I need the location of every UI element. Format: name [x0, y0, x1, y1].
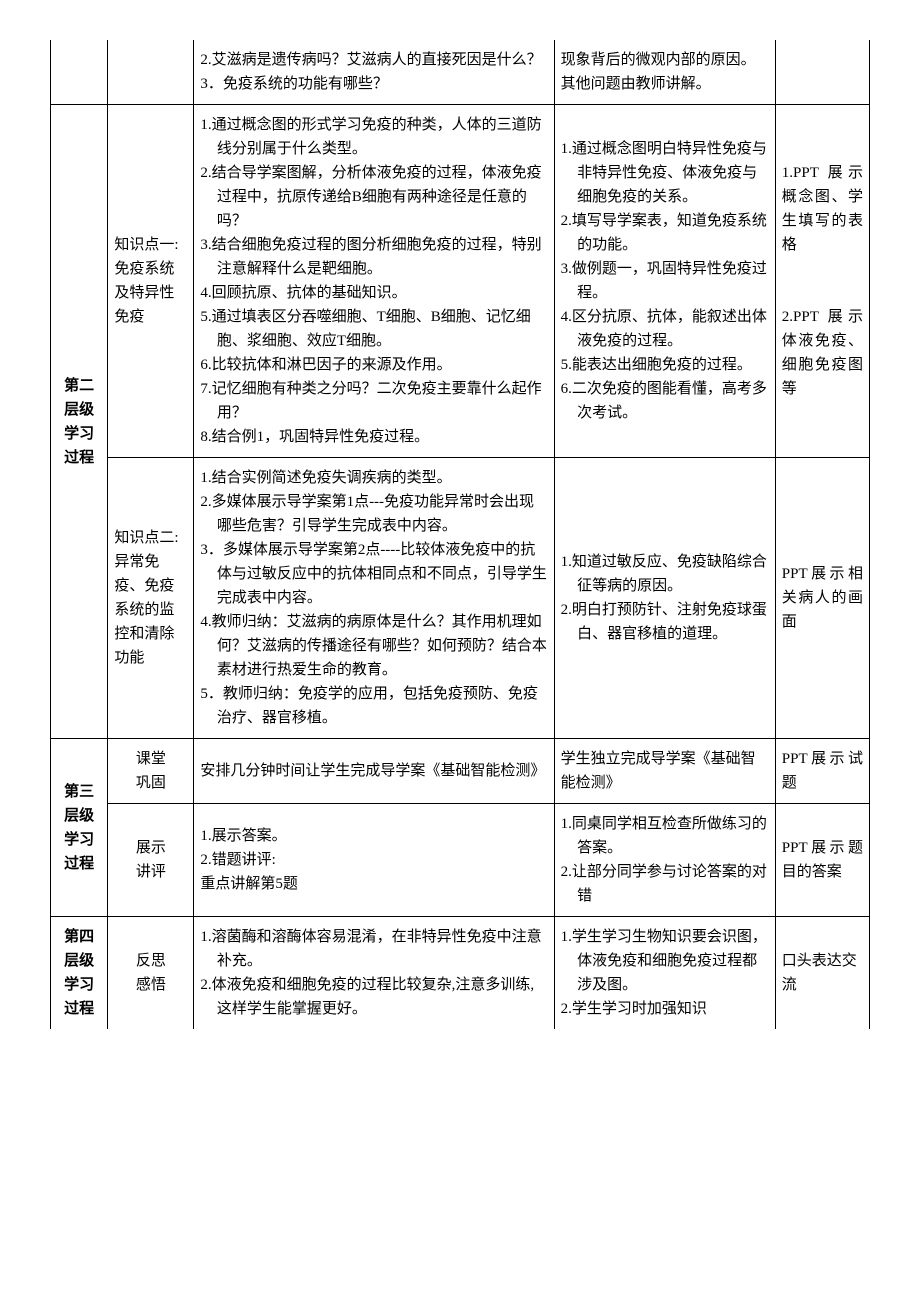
list-item: 1.同桌同学相互检查所做练习的答案。	[561, 812, 769, 860]
cell-empty	[108, 40, 194, 105]
list-item: 1.通过概念图明白特异性免疫与非特异性免疫、体液免疫与细胞免疫的关系。	[561, 137, 769, 209]
list-item: 1.学生学习生物知识要会识图，体液免疫和细胞免疫过程都涉及图。	[561, 925, 769, 997]
table-row: 展示 讲评 1.展示答案。 2.错题讲评: 重点讲解第5题 1.同桌同学相互检查…	[51, 804, 870, 917]
cell-media: PPT展示试题	[775, 739, 869, 804]
cell-media: PPT展示相关病人的画面	[775, 458, 869, 739]
cell-student-activity: 现象背后的微观内部的原因。其他问题由教师讲解。	[554, 40, 775, 105]
cell-student-activity: 1.通过概念图明白特异性免疫与非特异性免疫、体液免疫与细胞免疫的关系。 2.填写…	[554, 105, 775, 458]
cell-student-activity: 1.同桌同学相互检查所做练习的答案。 2.让部分同学参与讨论答案的对错	[554, 804, 775, 917]
cell-teacher-activity: 1.通过概念图的形式学习免疫的种类，人体的三道防线分别属于什么类型。 2.结合导…	[194, 105, 554, 458]
cell-teacher-activity: 1.展示答案。 2.错题讲评: 重点讲解第5题	[194, 804, 554, 917]
cell-student-activity: 1.知道过敏反应、免疫缺陷综合征等病的原因。 2.明白打预防针、注射免疫球蛋白、…	[554, 458, 775, 739]
cell-teacher-activity: 安排几分钟时间让学生完成导学案《基础智能检测》	[194, 739, 554, 804]
cell-teacher-activity: 2.艾滋病是遗传病吗？艾滋病人的直接死因是什么？ 3．免疫系统的功能有哪些？	[194, 40, 554, 105]
list-item: 5．教师归纳：免疫学的应用，包括免疫预防、免疫治疗、器官移植。	[200, 682, 547, 730]
cell-teacher-activity: 1.溶菌酶和溶酶体容易混淆，在非特异性免疫中注意补充。 2.体液免疫和细胞免疫的…	[194, 917, 554, 1030]
cell-student-activity: 学生独立完成导学案《基础智能检测》	[554, 739, 775, 804]
list-item: 1.结合实例简述免疫失调疾病的类型。	[200, 466, 547, 490]
list-item: 2.多媒体展示导学案第1点---免疫功能异常时会出现哪些危害？引导学生完成表中内…	[200, 490, 547, 538]
table-row: 2.艾滋病是遗传病吗？艾滋病人的直接死因是什么？ 3．免疫系统的功能有哪些？ 现…	[51, 40, 870, 105]
table-row: 第四层级学习过程 反思 感悟 1.溶菌酶和溶酶体容易混淆，在非特异性免疫中注意补…	[51, 917, 870, 1030]
topic-label: 知识点二: 异常免疫、免疫系统的监控和清除功能	[108, 458, 194, 739]
list-item: 2.体液免疫和细胞免疫的过程比较复杂,注意多训练,这样学生能掌握更好。	[200, 973, 547, 1021]
topic-label: 展示 讲评	[108, 804, 194, 917]
table-row: 第二层级学习过程 知识点一: 免疫系统及特异性免疫 1.通过概念图的形式学习免疫…	[51, 105, 870, 458]
table-row: 知识点二: 异常免疫、免疫系统的监控和清除功能 1.结合实例简述免疫失调疾病的类…	[51, 458, 870, 739]
topic-label: 知识点一: 免疫系统及特异性免疫	[108, 105, 194, 458]
table-row: 第三层级学习过程 课堂 巩固 安排几分钟时间让学生完成导学案《基础智能检测》 学…	[51, 739, 870, 804]
lesson-plan-table: 2.艾滋病是遗传病吗？艾滋病人的直接死因是什么？ 3．免疫系统的功能有哪些？ 现…	[50, 40, 870, 1029]
level3-label: 第三层级学习过程	[51, 739, 108, 917]
list-item: 8.结合例1，巩固特异性免疫过程。	[200, 425, 547, 449]
list-item: 2.学生学习时加强知识	[561, 997, 769, 1021]
topic-label: 反思 感悟	[108, 917, 194, 1030]
list-item: 1.知道过敏反应、免疫缺陷综合征等病的原因。	[561, 550, 769, 598]
level2-label: 第二层级学习过程	[51, 105, 108, 739]
list-item: 1.溶菌酶和溶酶体容易混淆，在非特异性免疫中注意补充。	[200, 925, 547, 973]
list-item: 6.二次免疫的图能看懂，高考多次考试。	[561, 377, 769, 425]
cell-teacher-activity: 1.结合实例简述免疫失调疾病的类型。 2.多媒体展示导学案第1点---免疫功能异…	[194, 458, 554, 739]
cell-media: 口头表达交流	[775, 917, 869, 1030]
cell-student-activity: 1.学生学习生物知识要会识图，体液免疫和细胞免疫过程都涉及图。 2.学生学习时加…	[554, 917, 775, 1030]
list-item: 7.记忆细胞有种类之分吗？二次免疫主要靠什么起作用？	[200, 377, 547, 425]
list-item: 3.结合细胞免疫过程的图分析细胞免疫的过程，特别注意解释什么是靶细胞。	[200, 233, 547, 281]
cell-empty	[51, 40, 108, 105]
list-item: 2.结合导学案图解，分析体液免疫的过程，体液免疫过程中，抗原传递给B细胞有两种途…	[200, 161, 547, 233]
list-item: 2.让部分同学参与讨论答案的对错	[561, 860, 769, 908]
list-item: 3.做例题一，巩固特异性免疫过程。	[561, 257, 769, 305]
list-item: 2.填写导学案表，知道免疫系统的功能。	[561, 209, 769, 257]
cell-media: PPT展示题目的答案	[775, 804, 869, 917]
topic-label: 课堂 巩固	[108, 739, 194, 804]
list-item: 6.比较抗体和淋巴因子的来源及作用。	[200, 353, 547, 377]
list-item: 4.教师归纳：艾滋病的病原体是什么？其作用机理如何？艾滋病的传播途径有哪些？如何…	[200, 610, 547, 682]
list-item: 4.回顾抗原、抗体的基础知识。	[200, 281, 547, 305]
list-item: 4.区分抗原、抗体，能叙述出体液免疫的过程。	[561, 305, 769, 353]
list-item: 3．多媒体展示导学案第2点----比较体液免疫中的抗体与过敏反应中的抗体相同点和…	[200, 538, 547, 610]
list-item: 5.通过填表区分吞噬细胞、T细胞、B细胞、记忆细胞、浆细胞、效应T细胞。	[200, 305, 547, 353]
list-item: 5.能表达出细胞免疫的过程。	[561, 353, 769, 377]
level4-label: 第四层级学习过程	[51, 917, 108, 1030]
list-item: 2.明白打预防针、注射免疫球蛋白、器官移植的道理。	[561, 598, 769, 646]
cell-media: 1.PPT 展示概念图、学生填写的表格 2.PPT 展示体液免疫、细胞免疫图等	[775, 105, 869, 458]
list-item: 1.通过概念图的形式学习免疫的种类，人体的三道防线分别属于什么类型。	[200, 113, 547, 161]
cell-media	[775, 40, 869, 105]
